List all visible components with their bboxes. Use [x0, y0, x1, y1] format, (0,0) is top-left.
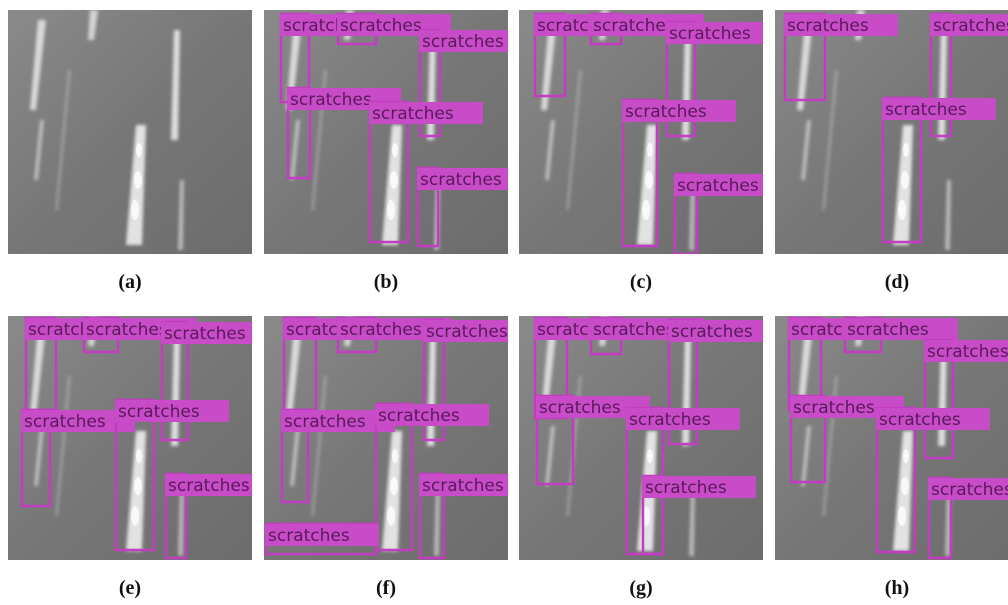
panel-image — [8, 10, 252, 254]
panel-caption: (d) — [885, 271, 909, 293]
detection-label: scratches — [793, 398, 875, 418]
panel: scratchesscratchesscratchesscratchesscra… — [264, 10, 533, 254]
detection-label: scratches — [629, 410, 711, 430]
detection-label: scratches — [593, 320, 675, 340]
panel-caption: (e) — [119, 577, 141, 599]
detection-label: scratches — [164, 324, 246, 344]
panel: scratchesscratchesscratchesscratchesscra… — [519, 10, 788, 254]
panel-caption: (f) — [376, 577, 396, 599]
figure: (a)scratchesscratchesscratchesscratchess… — [0, 0, 1008, 605]
detection-label: scratches — [847, 320, 929, 340]
detection-label: scratches — [290, 90, 372, 110]
detection-label: scratches — [340, 320, 422, 340]
detection-label: scratches — [24, 412, 106, 432]
panel: scratchesscratchesscratchesscratchesscra… — [519, 316, 782, 560]
detection-label: scratches — [933, 16, 1008, 36]
panel-caption: (a) — [118, 271, 141, 293]
detection-label: scratches — [927, 342, 1008, 362]
detection-label: scratches — [885, 100, 967, 120]
panel-image — [519, 316, 763, 560]
panel-caption: (h) — [885, 577, 909, 599]
detection-label: scratches — [378, 406, 460, 426]
detection-label: scratches — [422, 32, 504, 52]
detection-label: scratches — [669, 24, 751, 44]
panel-caption: (g) — [629, 577, 652, 599]
detection-label: scratches — [284, 412, 366, 432]
detection-label: scratches — [625, 102, 707, 122]
detection-label: scratches — [671, 322, 753, 342]
detection-label: scratches — [340, 16, 422, 36]
detection-label: scratches — [931, 480, 1008, 500]
panel: scratchesscratchesscratchesscratchesscra… — [775, 316, 1008, 560]
detection-label: scratches — [593, 16, 675, 36]
panel-caption: (b) — [374, 271, 398, 293]
panel: scratches scratches scratches — [775, 10, 1008, 254]
detection-label: scratches — [420, 170, 502, 190]
detection-label: scratches — [86, 320, 168, 340]
panel-image — [775, 10, 1008, 254]
detection-label: scratches — [422, 476, 504, 496]
detection-label: scratches — [645, 478, 727, 498]
detection-label: scratches — [426, 322, 508, 342]
detection-label: scratches — [118, 402, 200, 422]
detection-label: scratches — [168, 476, 250, 496]
detection-label: scratches — [787, 16, 869, 36]
panel-caption: (c) — [630, 271, 652, 293]
panel-image — [8, 316, 252, 560]
panel — [8, 10, 252, 254]
detection-label: scratches — [879, 410, 961, 430]
panel-image — [519, 10, 763, 254]
detection-label: scratches — [268, 526, 350, 546]
detection-label: scratches — [677, 176, 759, 196]
detection-label: scratches — [372, 104, 454, 124]
detection-label: scratches — [539, 398, 621, 418]
